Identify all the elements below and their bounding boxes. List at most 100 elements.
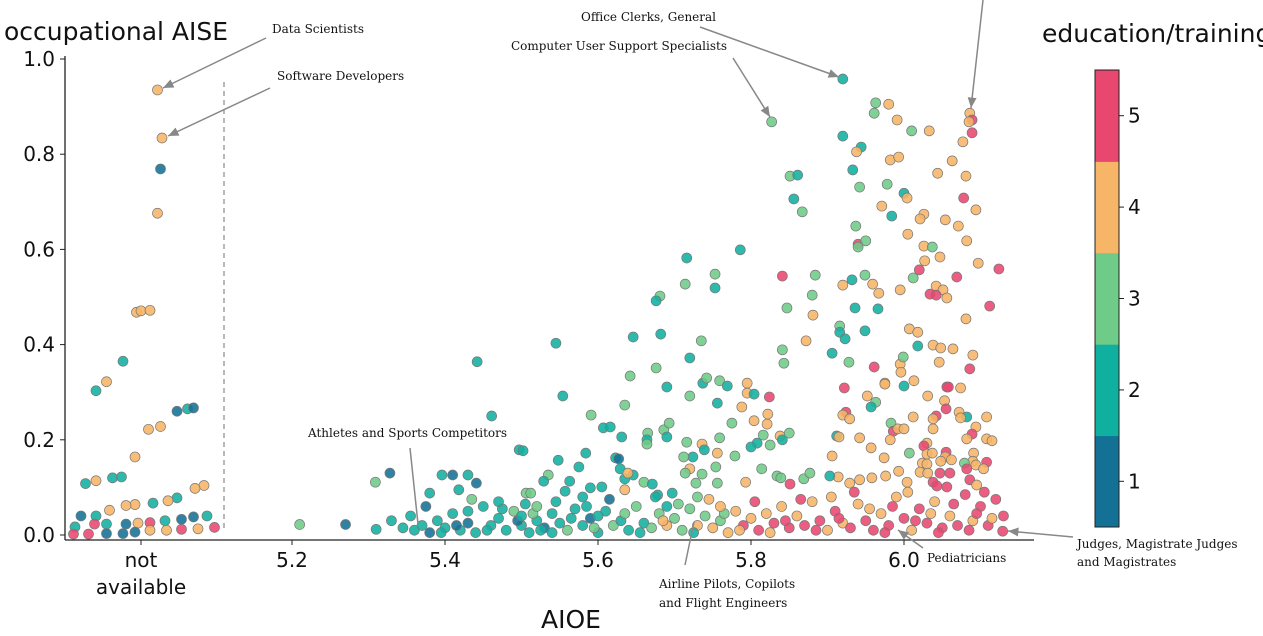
data-point bbox=[715, 501, 726, 512]
data-point bbox=[692, 491, 703, 503]
data-point bbox=[901, 192, 913, 204]
data-point bbox=[745, 441, 757, 453]
data-point bbox=[940, 403, 952, 415]
data-point bbox=[826, 450, 838, 462]
data-point bbox=[958, 192, 970, 204]
colorbar-segment bbox=[1095, 435, 1119, 528]
data-point bbox=[795, 493, 807, 505]
data-point bbox=[684, 503, 696, 515]
data-point bbox=[604, 421, 616, 433]
data-point-na bbox=[198, 480, 210, 491]
data-point bbox=[687, 451, 699, 463]
data-point bbox=[939, 214, 951, 226]
data-point bbox=[420, 501, 432, 512]
data-point bbox=[833, 431, 845, 443]
data-point bbox=[569, 503, 581, 515]
data-point bbox=[902, 228, 914, 240]
data-point bbox=[451, 520, 462, 531]
data-point bbox=[865, 442, 877, 454]
data-point bbox=[881, 178, 893, 190]
data-point bbox=[748, 388, 760, 400]
colorbar-tick-label: 4 bbox=[1128, 195, 1141, 219]
data-point bbox=[481, 524, 493, 536]
data-point bbox=[837, 73, 849, 85]
annotation-arrow-data-scientists bbox=[162, 37, 267, 89]
data-point bbox=[955, 382, 966, 394]
data-point bbox=[397, 522, 409, 534]
data-point bbox=[535, 524, 546, 536]
annotation-arrow-pediatricians bbox=[897, 529, 924, 549]
y-tick-label: 0.2 bbox=[23, 428, 55, 452]
data-point bbox=[453, 484, 465, 496]
data-point bbox=[559, 485, 571, 497]
data-point bbox=[646, 522, 657, 534]
data-point bbox=[711, 447, 723, 459]
annotation-data-scientists: Data Scientists bbox=[272, 22, 364, 36]
data-point bbox=[849, 302, 861, 314]
data-point bbox=[951, 271, 963, 283]
data-point bbox=[839, 333, 851, 345]
na-tick-label-line2: available bbox=[96, 575, 186, 599]
data-point bbox=[370, 523, 382, 535]
data-point bbox=[471, 477, 482, 489]
data-point bbox=[580, 447, 592, 459]
data-point bbox=[550, 337, 562, 349]
data-point bbox=[616, 431, 628, 443]
data-point-na bbox=[80, 478, 91, 489]
data-point bbox=[807, 309, 819, 321]
data-point bbox=[688, 527, 699, 538]
data-point-na bbox=[155, 421, 166, 432]
data-point bbox=[622, 467, 634, 479]
data-point bbox=[833, 512, 845, 524]
data-point bbox=[967, 349, 979, 361]
data-point bbox=[462, 505, 474, 517]
data-point bbox=[809, 269, 821, 281]
data-point-na bbox=[189, 483, 201, 494]
data-point bbox=[923, 125, 935, 137]
data-point bbox=[788, 193, 800, 205]
data-point bbox=[941, 292, 953, 304]
data-point bbox=[799, 520, 810, 531]
data-point-na bbox=[156, 132, 168, 144]
data-point bbox=[663, 417, 675, 429]
data-point-na bbox=[101, 518, 112, 530]
data-point bbox=[766, 116, 778, 128]
data-point bbox=[826, 347, 838, 359]
annotation-athletes: Athletes and Sports Competitors bbox=[307, 426, 507, 440]
data-point bbox=[623, 524, 634, 536]
data-point bbox=[887, 501, 898, 512]
data-point bbox=[810, 524, 822, 536]
data-point bbox=[493, 496, 504, 508]
data-point bbox=[927, 423, 939, 435]
data-point-na bbox=[152, 84, 163, 96]
data-point bbox=[447, 469, 458, 481]
data-point bbox=[875, 508, 887, 519]
data-point-na bbox=[143, 423, 154, 435]
data-point-na bbox=[159, 515, 171, 527]
data-point bbox=[948, 498, 960, 510]
data-point bbox=[722, 527, 734, 538]
data-point bbox=[745, 512, 757, 524]
data-point bbox=[703, 493, 715, 505]
data-point bbox=[565, 512, 577, 524]
colorbar-tick-label: 3 bbox=[1128, 287, 1141, 311]
data-point bbox=[879, 378, 891, 390]
data-point bbox=[384, 467, 396, 479]
data-point bbox=[800, 335, 812, 347]
data-point bbox=[922, 467, 934, 479]
data-point bbox=[562, 524, 573, 536]
data-point bbox=[777, 434, 788, 446]
annotation-pediatricians: Pediatricians bbox=[927, 551, 1006, 565]
data-point bbox=[666, 487, 678, 499]
data-point bbox=[926, 241, 938, 253]
data-point bbox=[868, 361, 880, 373]
data-point bbox=[868, 524, 879, 536]
data-point bbox=[963, 524, 975, 536]
data-point bbox=[876, 200, 888, 212]
data-point bbox=[650, 295, 662, 307]
data-point bbox=[592, 510, 604, 522]
data-point bbox=[947, 343, 959, 355]
data-point bbox=[878, 452, 890, 464]
x-tick-label: 5.2 bbox=[276, 548, 308, 572]
data-point bbox=[711, 397, 723, 409]
